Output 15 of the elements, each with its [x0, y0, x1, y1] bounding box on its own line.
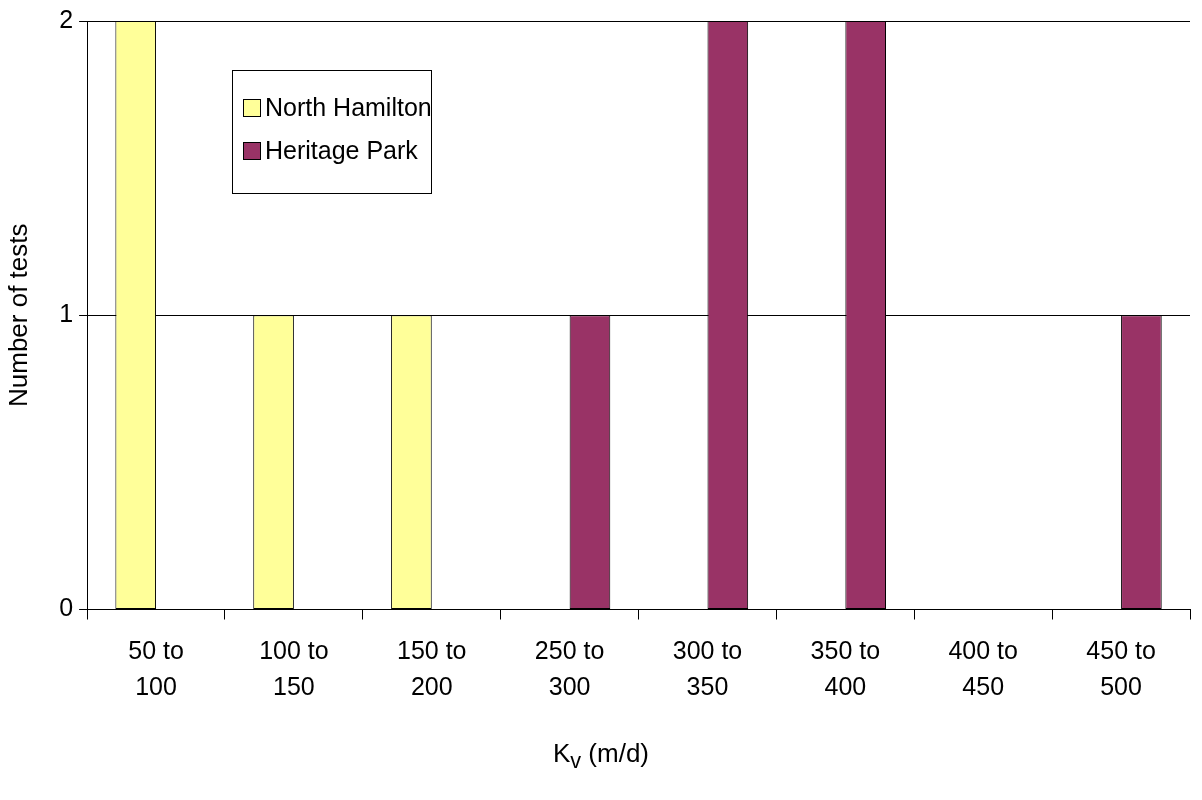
- x-axis-title: K$_{v}$ (m/d): [551, 738, 651, 775]
- x-tick-label: 300 to 350: [672, 635, 743, 700]
- y-tick-label: 1: [59, 299, 74, 328]
- x-tick-label: 350 to 400: [810, 635, 881, 700]
- y-tick-label: 0: [59, 593, 74, 622]
- x-tick-label: 450 to 500: [1086, 635, 1156, 700]
- x-tick-label: 150 to 200: [397, 635, 467, 700]
- x-tick-label: 400 to 450: [948, 635, 1018, 700]
- x-tick-label: 250 to 300: [534, 635, 605, 700]
- x-tick-label: 100 to 150: [259, 635, 329, 700]
- legend-label: Heritage Park: [265, 136, 418, 165]
- y-axis-title: Number of tests: [2, 223, 33, 408]
- y-tick-label: 2: [59, 4, 74, 33]
- x-tick-label: 50 to 100: [128, 635, 184, 700]
- legend-label: North Hamilton: [265, 93, 432, 122]
